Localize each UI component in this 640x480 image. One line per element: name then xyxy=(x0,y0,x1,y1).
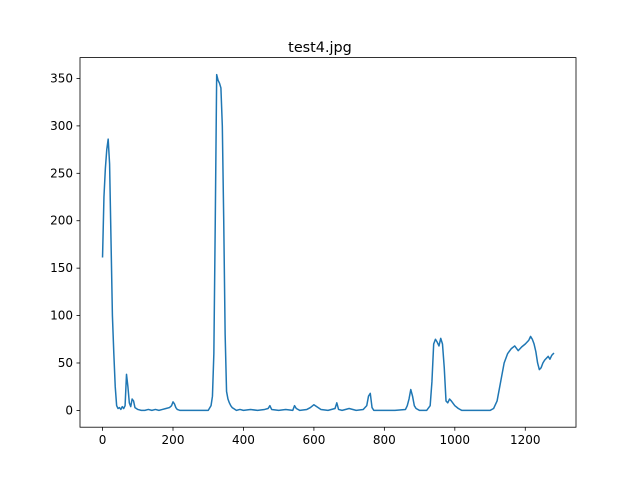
y-tick-label: 200 xyxy=(50,214,73,228)
y-tick-label: 0 xyxy=(65,403,73,417)
series-line xyxy=(101,73,555,412)
x-tick-label: 1200 xyxy=(510,433,541,447)
x-tick-label: 600 xyxy=(302,433,325,447)
y-axis: 0 50 100 150 200 250 300 350 xyxy=(50,71,80,417)
axes-frame xyxy=(79,57,577,428)
x-tick-label: 1000 xyxy=(440,433,471,447)
y-tick-label: 150 xyxy=(50,261,73,275)
chart-title: test4.jpg xyxy=(288,40,352,56)
x-axis: 0 200 400 600 800 1000 1200 xyxy=(99,427,541,447)
x-tick-label: 0 xyxy=(99,433,107,447)
x-tick-label: 400 xyxy=(232,433,255,447)
y-tick-label: 250 xyxy=(50,166,73,180)
y-tick-label: 100 xyxy=(50,309,73,323)
y-tick-label: 50 xyxy=(58,356,73,370)
y-tick-label: 350 xyxy=(50,71,73,85)
x-tick-label: 200 xyxy=(162,433,185,447)
x-tick-label: 800 xyxy=(373,433,396,447)
y-tick-label: 300 xyxy=(50,119,73,133)
